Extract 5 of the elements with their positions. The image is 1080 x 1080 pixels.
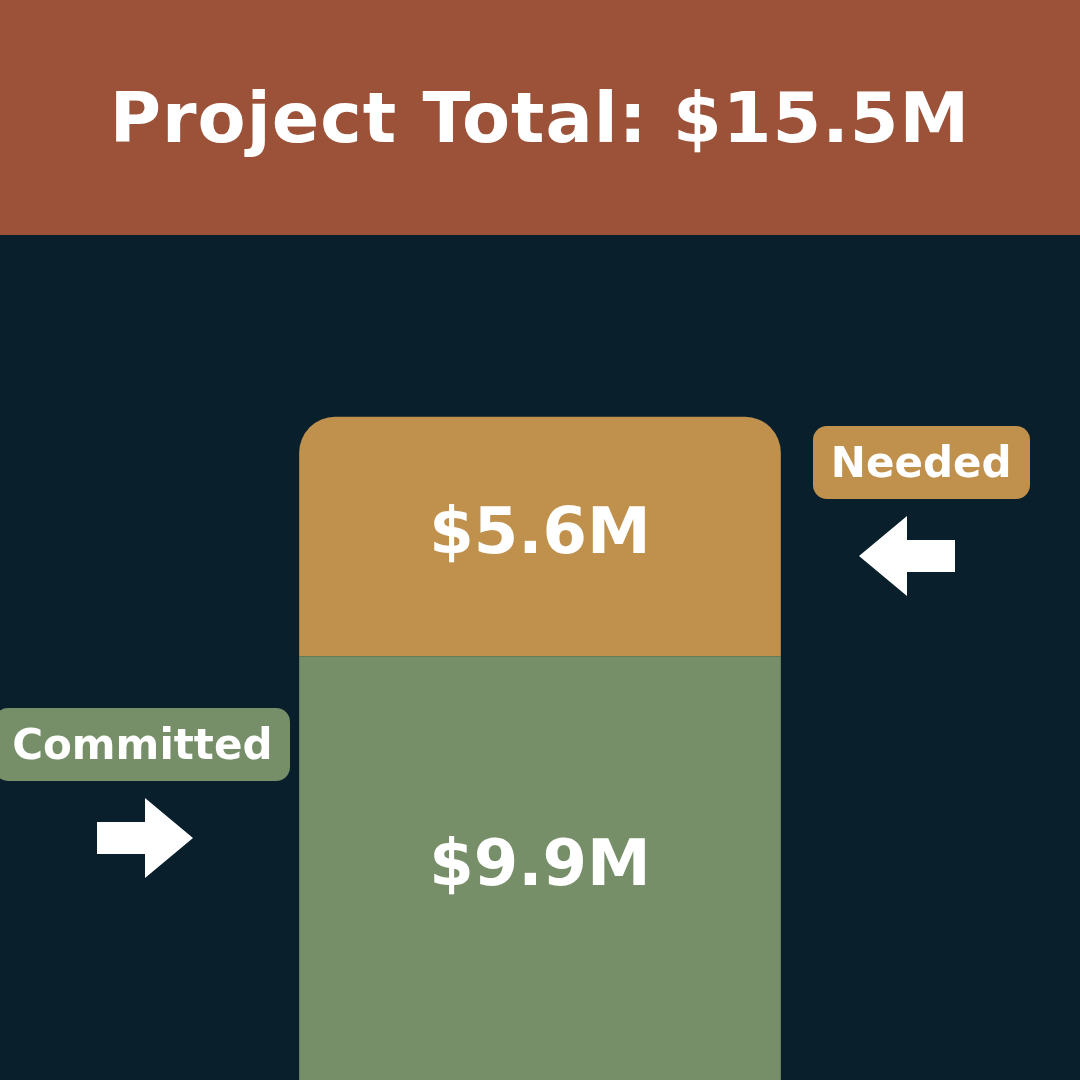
series-label: Needed (812, 425, 1030, 499)
series-label: Committed (0, 708, 291, 781)
data-label: $9.9M (429, 825, 651, 900)
data-label: $5.6M (429, 494, 651, 569)
chart-title: Project Total: $15.5M (109, 76, 971, 159)
